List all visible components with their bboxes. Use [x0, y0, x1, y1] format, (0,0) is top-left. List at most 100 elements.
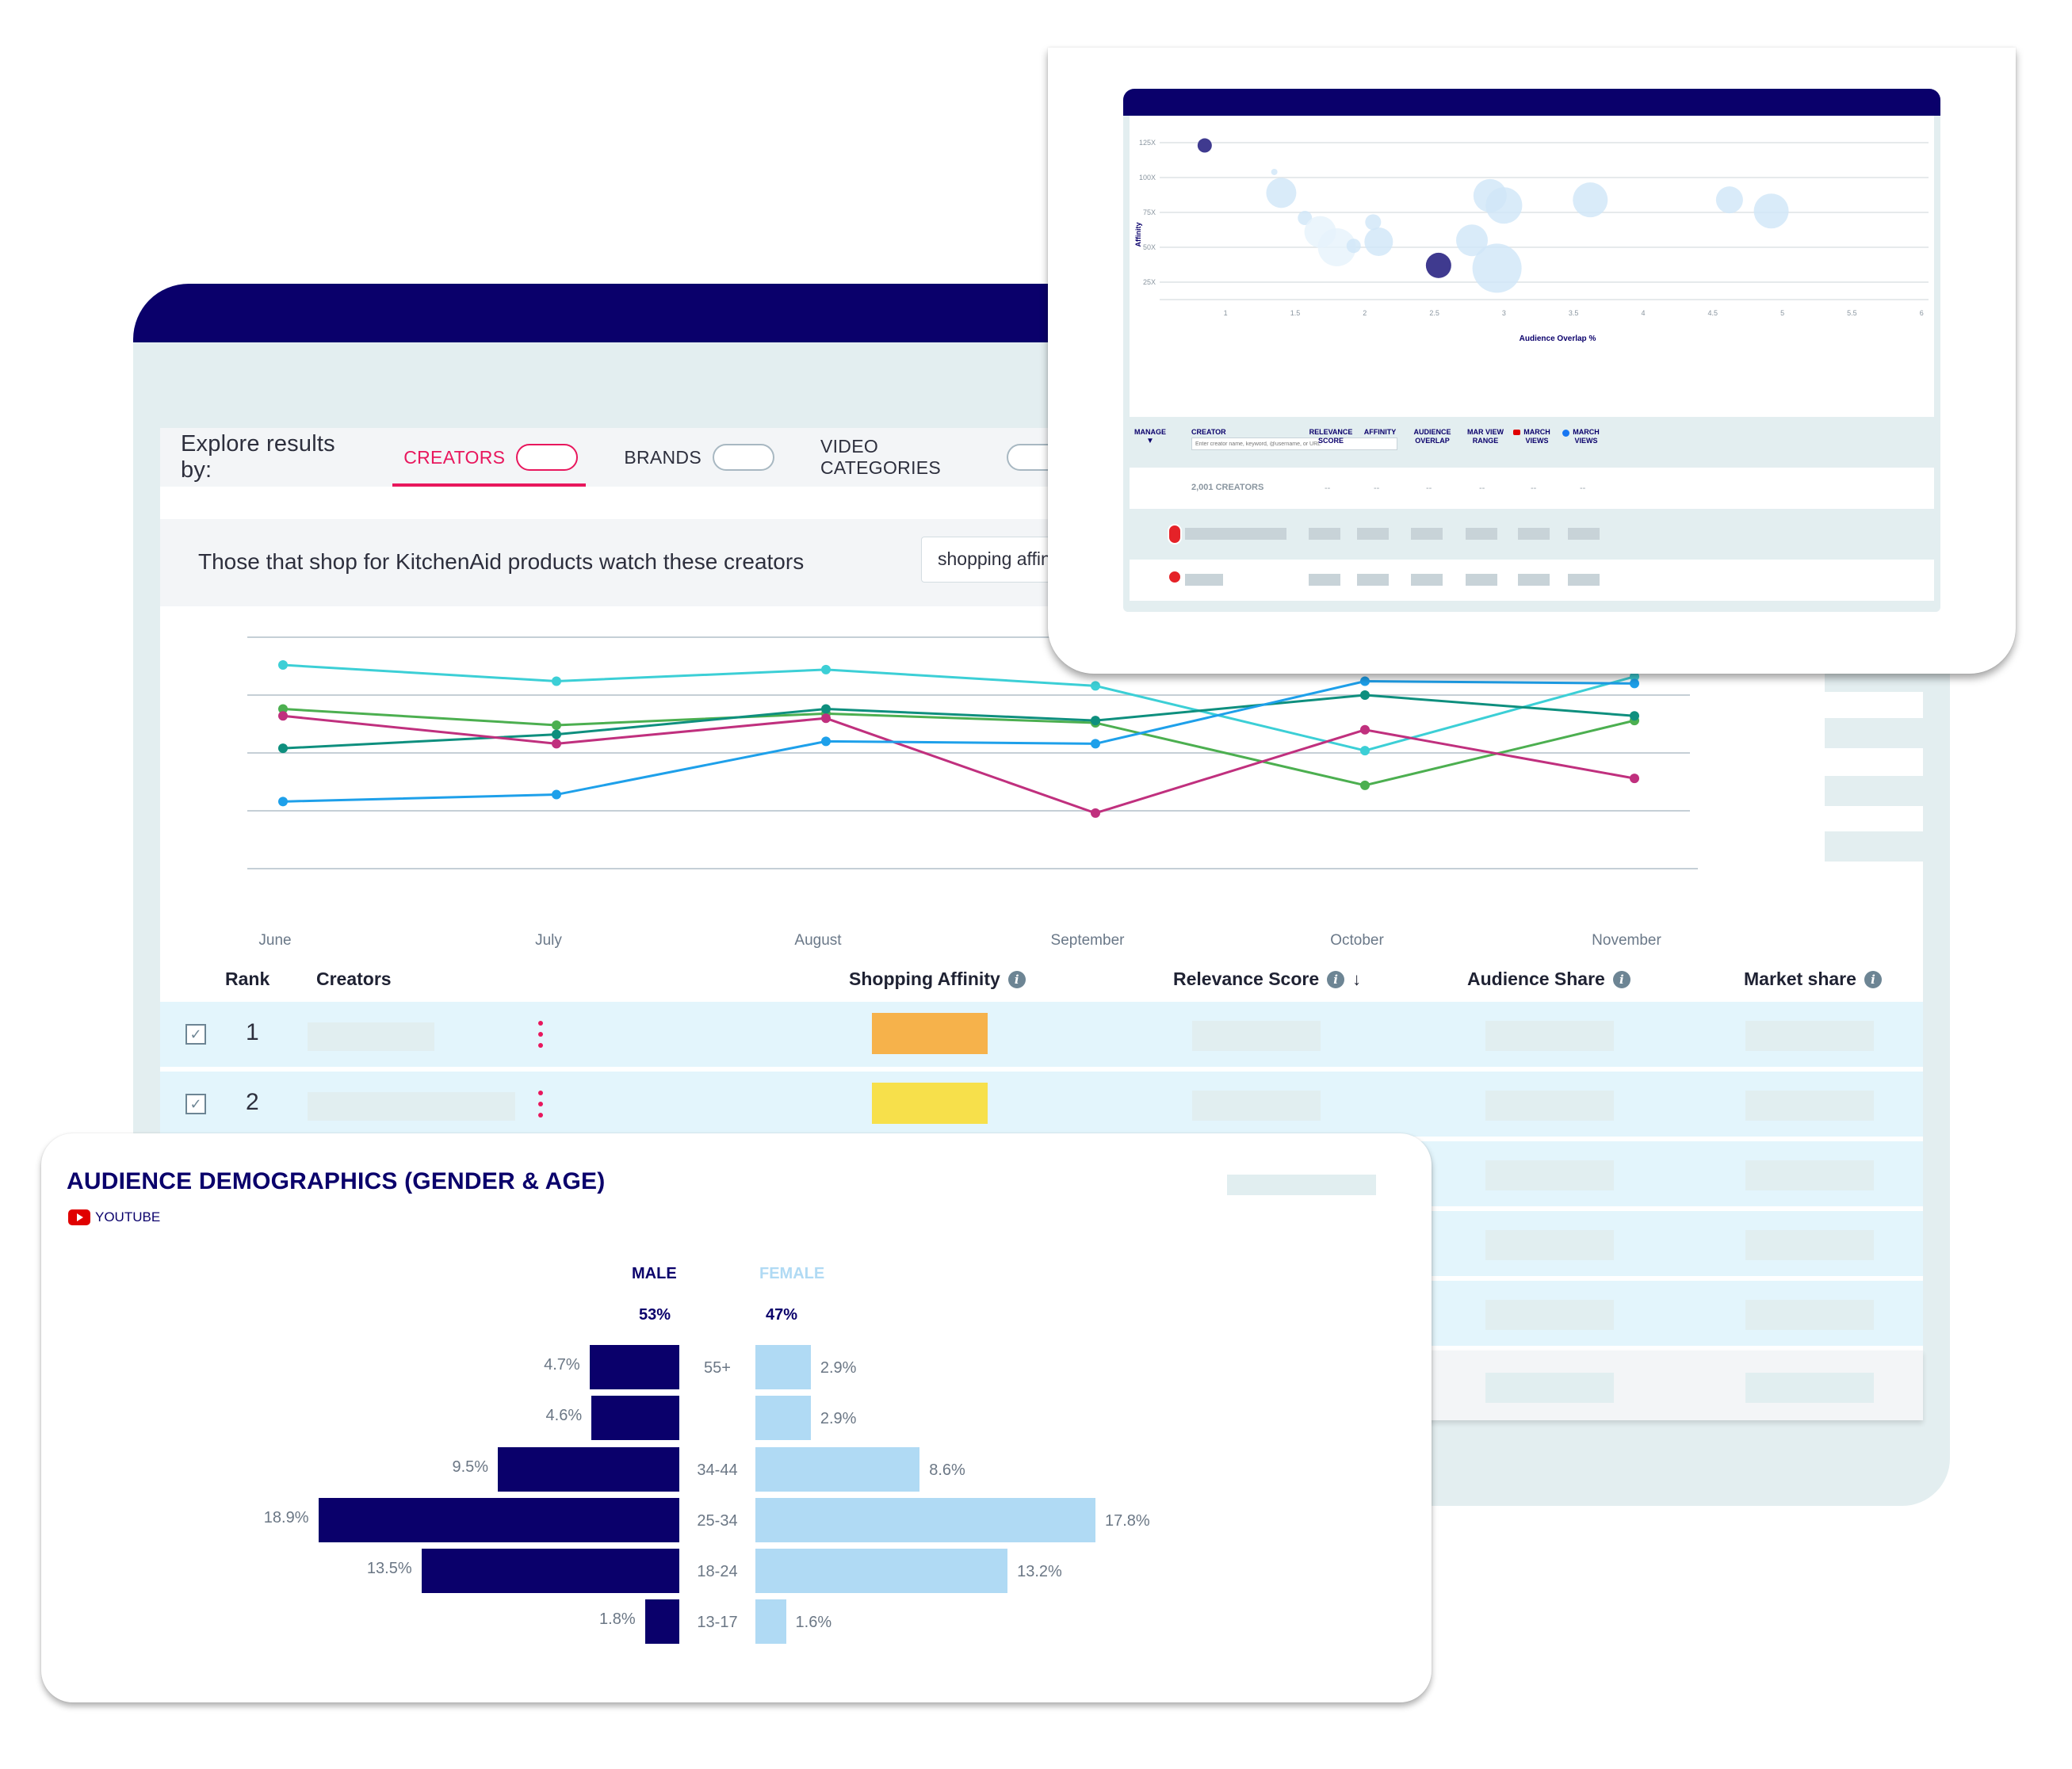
value-placeholder	[1518, 528, 1550, 540]
svg-text:25X: 25X	[1143, 278, 1156, 286]
table-row[interactable]: ✓ 1	[160, 1002, 1923, 1067]
header-placeholder	[1227, 1175, 1376, 1195]
tab-brands[interactable]: BRANDS	[624, 428, 774, 487]
value-placeholder	[1309, 574, 1340, 586]
female-percentage: 47%	[766, 1306, 798, 1324]
results-subtitle: Those that shop for KitchenAid products …	[198, 549, 805, 574]
youtube-icon	[68, 1209, 90, 1225]
col-creators-label: Creators	[316, 969, 392, 989]
female-value: 2.9%	[820, 1410, 857, 1427]
svg-text:50X: 50X	[1143, 243, 1156, 251]
column-header[interactable]: MARCH VIEWS	[1562, 428, 1608, 445]
tab-video-categories[interactable]: VIDEO CATEGORIES	[820, 428, 1065, 487]
shopping-affinity-swatch	[872, 1013, 988, 1054]
svg-text:5.5: 5.5	[1847, 309, 1857, 317]
male-percentage: 53%	[639, 1306, 671, 1324]
column-header[interactable]: AUDIENCE OVERLAP	[1413, 428, 1451, 445]
female-bar	[755, 1498, 1095, 1542]
creators-toggle[interactable]	[516, 444, 579, 471]
creator-logo-t-series	[1168, 524, 1182, 544]
bubble-chart-card: 25X 50X 75X 100X 125X 1 1.5 2 2.5 3 3.5 4 4.5 5 5.5 6 Au…	[1048, 48, 2016, 674]
info-icon[interactable]: i	[1864, 970, 1882, 988]
audience-share-placeholder	[1485, 1230, 1614, 1260]
age-group-label: 34-44	[697, 1461, 738, 1479]
table-row[interactable]: ✓ 2	[160, 1072, 1923, 1137]
relevance-score-placeholder	[1192, 1091, 1321, 1121]
creator-logo-music-co	[1168, 570, 1182, 584]
col-rank[interactable]: Rank	[225, 969, 270, 990]
row-checkbox[interactable]: ✓	[185, 1024, 206, 1045]
svg-text:2.5: 2.5	[1429, 309, 1439, 317]
creator-search-input[interactable]	[1191, 437, 1397, 450]
column-header[interactable]: AFFINITY	[1363, 428, 1397, 436]
female-value: 17.8%	[1104, 1512, 1150, 1530]
creator-name-placeholder	[1185, 528, 1286, 540]
demographics-title: AUDIENCE DEMOGRAPHICS (GENDER & AGE)	[67, 1168, 606, 1194]
shopping-affinity-swatch	[872, 1083, 988, 1124]
market-share-placeholder	[1745, 1300, 1874, 1330]
more-options-icon[interactable]	[538, 1091, 543, 1118]
creators-table-header: Rank Creators Shopping Affinity i Relevan…	[160, 959, 1923, 1002]
youtube-icon	[1513, 430, 1520, 435]
info-icon[interactable]: i	[1612, 970, 1630, 988]
age-group-label: 18-24	[697, 1563, 738, 1580]
tab-video-categories-label: VIDEO CATEGORIES	[820, 436, 942, 478]
month-label: July	[535, 932, 562, 949]
column-header[interactable]: MARCH VIEWS	[1513, 428, 1559, 445]
explore-label: Explore results by:	[181, 431, 335, 483]
audience-share-placeholder	[1485, 1021, 1614, 1051]
male-bar	[589, 1345, 679, 1389]
column-header[interactable]: RELEVANCE SCORE	[1309, 428, 1353, 445]
creator-row[interactable]	[1130, 560, 1934, 601]
col-audience-share[interactable]: Audience Share i	[1467, 969, 1630, 990]
market-share-placeholder	[1745, 1160, 1874, 1190]
creator-name-placeholder	[308, 1022, 434, 1051]
female-value: 13.2%	[1017, 1563, 1062, 1580]
manage-column[interactable]: MANAGE ▼	[1134, 428, 1166, 445]
info-icon[interactable]: i	[1327, 970, 1345, 988]
col-relevance-score[interactable]: Relevance Score i ↓	[1173, 969, 1361, 990]
more-options-icon[interactable]	[538, 1021, 543, 1048]
brands-toggle[interactable]	[712, 444, 774, 471]
creator-name-placeholder	[1185, 574, 1223, 586]
tab-creators[interactable]: CREATORS	[392, 428, 587, 487]
female-value: 8.6%	[929, 1461, 965, 1479]
value-placeholder	[1411, 574, 1443, 586]
manage-label: MANAGE	[1134, 428, 1166, 436]
platform-badge: YOUTUBE	[68, 1209, 160, 1225]
column-header[interactable]: MAR VIEW RANGE	[1467, 428, 1504, 445]
col-shopping-affinity[interactable]: Shopping Affinity i	[849, 969, 1026, 990]
month-label: June	[258, 932, 292, 949]
empty-value: --	[1426, 483, 1432, 493]
male-value: 13.5%	[366, 1560, 412, 1577]
caret-down-icon[interactable]: ▼	[1146, 437, 1154, 445]
trend-line-chart	[247, 636, 1698, 869]
svg-text:6: 6	[1920, 309, 1924, 317]
legend-placeholder	[1825, 718, 1950, 748]
col-creators[interactable]: Creators	[316, 969, 392, 990]
female-value: 2.9%	[820, 1359, 857, 1377]
svg-text:1.5: 1.5	[1290, 309, 1301, 317]
age-group-label: 55+	[704, 1359, 731, 1377]
female-value: 1.6%	[795, 1614, 832, 1631]
tab-brands-label: BRANDS	[624, 446, 701, 468]
row-rank: 2	[246, 1089, 259, 1115]
male-bar	[498, 1447, 679, 1492]
info-icon[interactable]: i	[1007, 970, 1026, 988]
row-checkbox[interactable]: ✓	[185, 1094, 206, 1114]
legend-placeholder	[1825, 776, 1950, 806]
male-value: 4.6%	[545, 1407, 583, 1424]
creator-row[interactable]	[1130, 514, 1934, 555]
value-placeholder	[1518, 574, 1550, 586]
female-bar	[755, 1599, 786, 1644]
svg-text:100X: 100X	[1139, 174, 1156, 181]
male-value: 9.5%	[452, 1458, 489, 1476]
col-market-share[interactable]: Market share i	[1744, 969, 1882, 990]
svg-text:125X: 125X	[1139, 139, 1156, 147]
svg-text:Affinity: Affinity	[1134, 223, 1142, 247]
value-placeholder	[1568, 528, 1600, 540]
empty-value: --	[1374, 483, 1380, 493]
sort-down-arrow-icon[interactable]: ↓	[1352, 969, 1362, 989]
value-placeholder	[1411, 528, 1443, 540]
female-label: FEMALE	[759, 1265, 825, 1282]
